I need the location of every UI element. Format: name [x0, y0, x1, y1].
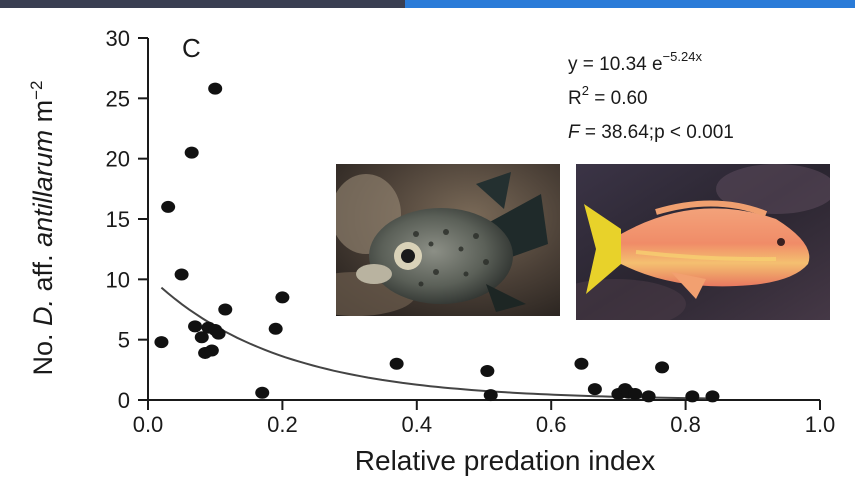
data-point — [483, 389, 498, 402]
data-point — [275, 291, 290, 304]
f-statistic: F = 38.64;p < 0.001 — [568, 122, 734, 143]
x-tick-label: 0.8 — [670, 412, 701, 437]
r-squared: R2 = 0.60 — [568, 83, 648, 109]
data-point — [204, 344, 219, 357]
data-point — [161, 200, 176, 213]
y-tick-label: 5 — [118, 328, 130, 353]
x-tick-label: 0.0 — [133, 412, 164, 437]
hogfish-photo — [576, 164, 830, 320]
data-point — [574, 357, 589, 370]
x-tick-label: 0.2 — [267, 412, 298, 437]
x-tick-label: 0.4 — [402, 412, 433, 437]
data-point — [480, 365, 495, 378]
data-point — [705, 390, 720, 403]
y-tick-label: 0 — [118, 388, 130, 413]
x-tick-label: 0.6 — [536, 412, 567, 437]
panel-label: C — [182, 33, 201, 63]
fit-equation: y = 10.34 e−5.24x — [568, 49, 702, 75]
data-point — [194, 331, 209, 344]
data-point — [655, 361, 670, 374]
data-point — [184, 146, 199, 159]
y-axis-label: No. D. aff. antillarum m−2 — [27, 80, 58, 375]
x-axis-label: Relative predation index — [355, 445, 655, 476]
data-point — [174, 268, 189, 281]
top-image-strip — [0, 0, 855, 8]
y-tick-label: 20 — [106, 147, 130, 172]
data-point — [641, 390, 656, 403]
data-point — [218, 303, 233, 316]
data-point — [685, 390, 700, 403]
data-point — [628, 387, 643, 400]
data-point — [255, 386, 270, 399]
y-tick-label: 10 — [106, 267, 130, 292]
data-point — [211, 327, 226, 340]
data-point — [154, 336, 169, 349]
data-point — [208, 82, 223, 95]
data-point — [268, 322, 283, 335]
data-point — [587, 383, 602, 396]
x-tick-label: 1.0 — [805, 412, 836, 437]
y-tick-label: 15 — [106, 207, 130, 232]
y-tick-label: 30 — [106, 26, 130, 51]
data-point — [188, 320, 203, 333]
top-strip-dark — [0, 0, 405, 8]
porcupinefish-photo — [336, 164, 560, 316]
top-strip-blue — [405, 0, 855, 8]
data-point — [389, 357, 404, 370]
y-tick-label: 25 — [106, 86, 130, 111]
